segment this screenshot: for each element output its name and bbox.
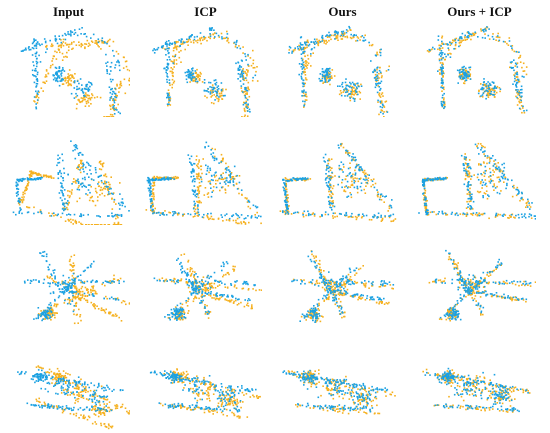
source-cloud bbox=[21, 27, 121, 115]
source-cloud bbox=[418, 144, 536, 220]
source-cloud bbox=[154, 258, 256, 321]
point-cloud-scene-2-ours bbox=[277, 130, 397, 225]
point-cloud-scene-3-ours bbox=[277, 242, 397, 337]
source-cloud bbox=[435, 250, 532, 321]
point-cloud-scene-4-ours bbox=[277, 338, 397, 433]
point-cloud-scene-3-ours_icp bbox=[416, 242, 536, 337]
source-cloud bbox=[17, 369, 124, 412]
point-cloud-scene-1-ours_icp bbox=[416, 22, 536, 117]
point-cloud-scene-4-input bbox=[10, 338, 130, 433]
target-cloud bbox=[38, 254, 130, 324]
point-cloud-scene-1-ours bbox=[277, 22, 397, 117]
column-header-icp: ICP bbox=[137, 4, 274, 20]
point-cloud-scene-4-ours_icp bbox=[416, 338, 536, 433]
point-cloud-scene-2-ours_icp bbox=[416, 130, 536, 225]
source-cloud bbox=[13, 140, 130, 217]
source-cloud bbox=[282, 143, 394, 218]
point-cloud-scene-3-input bbox=[10, 242, 130, 337]
point-cloud-scene-2-input bbox=[10, 130, 130, 225]
point-cloud-scene-3-icp bbox=[142, 242, 262, 337]
target-cloud bbox=[422, 143, 533, 219]
source-cloud bbox=[150, 370, 257, 412]
source-cloud bbox=[147, 142, 262, 220]
point-cloud-scene-2-icp bbox=[142, 130, 262, 225]
target-cloud bbox=[33, 39, 130, 117]
column-header-input: Input bbox=[0, 4, 137, 20]
point-cloud-scene-1-input bbox=[10, 22, 130, 117]
target-cloud bbox=[280, 143, 397, 222]
point-cloud-scene-4-icp bbox=[142, 338, 262, 433]
point-cloud-scene-1-icp bbox=[142, 22, 262, 117]
source-cloud bbox=[288, 26, 389, 115]
column-header-ours: Ours bbox=[274, 4, 411, 20]
target-cloud bbox=[289, 29, 391, 117]
target-cloud bbox=[429, 254, 536, 322]
column-header-ours-icp: Ours + ICP bbox=[411, 4, 548, 20]
